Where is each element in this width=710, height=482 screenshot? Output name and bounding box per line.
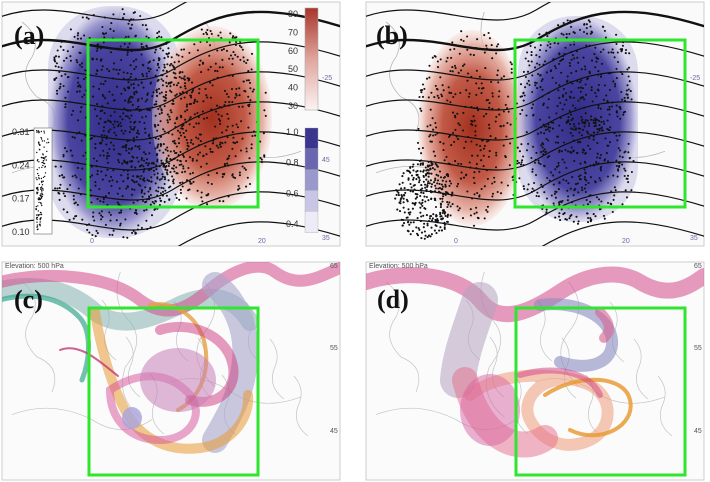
panel-b-lon-right: 20 xyxy=(622,238,630,245)
panel-c: Elevation: 500 hPa 65 55 45 (c) xyxy=(1,261,341,481)
colorbar-tick: 30 xyxy=(288,101,298,111)
colorbar-tick: 0.24 xyxy=(12,160,30,170)
red-region-a xyxy=(152,26,272,210)
panel-c-elevation: Elevation: 500 hPa xyxy=(5,263,64,270)
colorbar-tick: 70 xyxy=(288,27,298,37)
colorbar-tick: 0.4 xyxy=(286,219,299,229)
ensemble-bands-d xyxy=(366,266,704,458)
panel-d: Elevation: 500 hPa 65 55 45 (d) xyxy=(365,261,705,481)
panel-a-tick-top: -25 xyxy=(322,75,332,82)
red-region-b xyxy=(418,30,526,226)
colorbar-tick: 60 xyxy=(288,46,298,56)
panel-a: (a) 80 70 60 50 40 30 1.0 0.8 0.6 0.4 0.31 0.24 0.… xyxy=(1,1,341,247)
highlight-box-c xyxy=(87,306,260,477)
panel-a-tick-mid: 45 xyxy=(322,157,330,164)
panel-label-b: (b) xyxy=(376,21,408,50)
red-colorbar xyxy=(304,7,319,111)
small-region-c xyxy=(122,407,142,429)
panel-a-tick-bottom: 35 xyxy=(322,235,330,242)
panel-a-lon-left: 0 xyxy=(90,238,94,245)
colorbar-tick: 80 xyxy=(288,9,298,19)
panel-label-c: (c) xyxy=(14,285,43,314)
colorbar-tick: 0.17 xyxy=(12,194,30,204)
blue-colorbar xyxy=(304,127,319,233)
panel-c-lat-bot: 45 xyxy=(330,428,338,435)
colorbar-tick: 40 xyxy=(288,83,298,93)
highlight-box-d xyxy=(514,306,687,477)
panel-c-lat-mid: 55 xyxy=(330,345,338,352)
blue-region-b xyxy=(518,16,638,222)
core-region-c xyxy=(140,348,216,412)
core-region-d xyxy=(460,374,520,446)
colorbar-tick: 0.8 xyxy=(286,158,299,168)
panel-d-lat-top: 65 xyxy=(694,263,702,270)
panel-b-tick-bottom: 35 xyxy=(690,235,698,242)
colorbar-tick: 0.6 xyxy=(286,188,299,198)
panel-c-lat-top: 65 xyxy=(330,263,338,270)
highlight-box-a xyxy=(86,38,260,209)
density-inset xyxy=(33,127,53,235)
colorbar-tick: 50 xyxy=(288,64,298,74)
panel-d-elevation: Elevation: 500 hPa xyxy=(369,263,428,270)
colorbar-tick: 0.31 xyxy=(12,127,30,137)
ensemble-bands-c xyxy=(2,262,340,454)
panel-a-lon-right: 20 xyxy=(258,238,266,245)
panel-b-lon-left: 0 xyxy=(454,238,458,245)
panel-d-lat-bot: 45 xyxy=(694,428,702,435)
panel-label-a: (a) xyxy=(14,21,44,50)
colorbar-tick: 1.0 xyxy=(286,127,299,137)
panel-b-tick-top: -25 xyxy=(690,75,700,82)
panel-d-lat-mid: 55 xyxy=(694,345,702,352)
colorbar-tick: 0.10 xyxy=(12,227,30,237)
highlight-box-b xyxy=(513,38,687,209)
panel-label-d: (d) xyxy=(377,285,409,314)
panel-b: (b) -25 35 0 20 xyxy=(365,1,705,247)
points-a xyxy=(53,8,267,239)
